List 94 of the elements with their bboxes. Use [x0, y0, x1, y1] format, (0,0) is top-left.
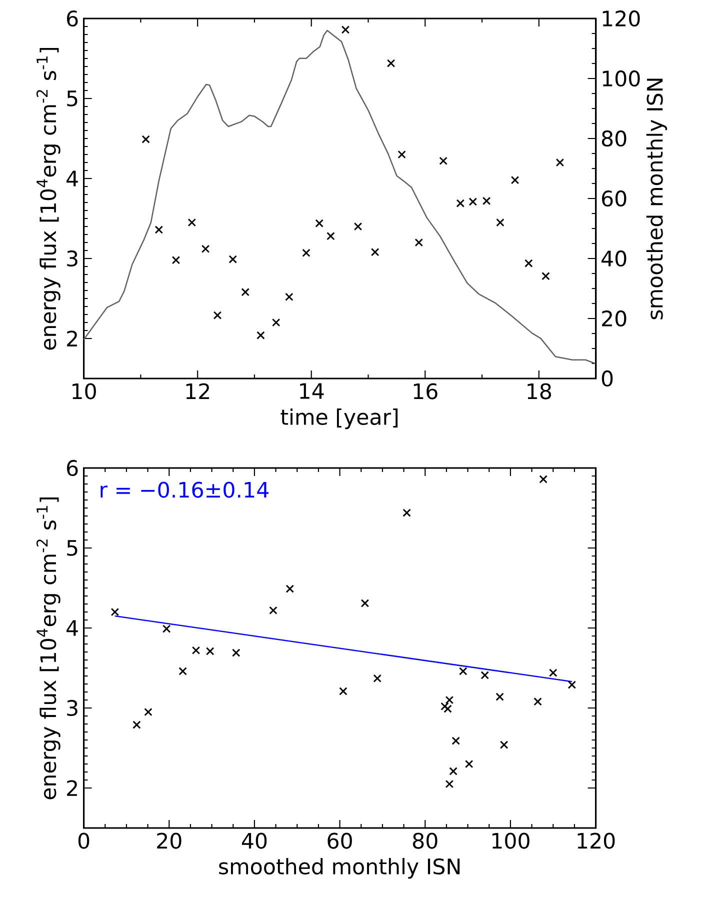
- point: [354, 222, 362, 231]
- point: [510, 176, 520, 184]
- point: [172, 256, 180, 264]
- point: [549, 668, 558, 677]
- y-tick-label: 4: [66, 170, 78, 186]
- point: [326, 232, 335, 240]
- x-axis-title: smoothed monthly ISN: [219, 858, 460, 879]
- point: [110, 608, 120, 616]
- point: [556, 158, 564, 167]
- point: [500, 740, 508, 749]
- point: [213, 311, 222, 320]
- point: [452, 736, 460, 745]
- y2-tick-label: 100: [602, 70, 640, 87]
- y-tick-label: 6: [67, 460, 78, 476]
- y2-tick-label: 60: [602, 190, 626, 207]
- point: [449, 767, 458, 776]
- y2-tick-label: 0: [602, 370, 613, 387]
- point: [444, 704, 452, 713]
- x-tick-label: 12: [186, 383, 210, 400]
- point: [445, 780, 454, 788]
- y-axis-title: energy flux [10$^{4}$erg cm$^{-2}$ s$^{-1}$]: [36, 48, 60, 350]
- x-tick-label: 100: [492, 832, 530, 849]
- point: [440, 702, 449, 711]
- x-tick-label: 0: [78, 832, 90, 849]
- x-tick-label: 14: [300, 383, 324, 399]
- point: [496, 692, 504, 701]
- point: [568, 680, 576, 689]
- y-tick-label: 3: [67, 700, 78, 716]
- x-tick-label: 60: [328, 832, 352, 849]
- point: [341, 26, 350, 34]
- point: [144, 708, 152, 716]
- point: [162, 624, 171, 633]
- point: [480, 671, 489, 680]
- x-tick-label: 20: [157, 832, 182, 849]
- point: [386, 59, 396, 68]
- point: [482, 196, 491, 206]
- point: [285, 292, 294, 302]
- point: [241, 288, 250, 296]
- annotation: r = −0.16±0.14: [100, 482, 268, 498]
- point: [256, 331, 265, 340]
- point: [206, 647, 214, 656]
- point: [539, 475, 548, 484]
- point: [398, 150, 406, 159]
- point: [154, 226, 164, 234]
- x-axis-title: time [year]: [280, 408, 398, 430]
- point: [373, 674, 382, 683]
- y-tick-label: 2: [67, 780, 77, 796]
- y-tick-label: 2: [67, 330, 77, 346]
- y-tick-label: 5: [67, 90, 78, 106]
- point: [178, 667, 187, 676]
- point: [464, 760, 474, 768]
- y-tick-label: 6: [67, 10, 78, 27]
- y-axis-title: energy flux [10$^{4}$erg cm$^{-2}$ s$^{-1}$]: [36, 497, 60, 800]
- y2-tick-label: 80: [602, 130, 626, 147]
- point: [524, 259, 533, 268]
- x-tick-label: 120: [578, 832, 615, 849]
- y-tick-label: 5: [67, 540, 78, 556]
- point: [445, 696, 454, 704]
- y2-tick-label: 20: [602, 310, 626, 327]
- y-tick-label: 3: [67, 250, 78, 267]
- point: [302, 248, 310, 258]
- y2-axis-title: smoothed monthly ISN: [646, 78, 668, 320]
- point: [192, 646, 200, 655]
- point: [132, 720, 141, 729]
- point: [142, 135, 150, 144]
- point: [534, 697, 542, 706]
- point: [468, 198, 478, 206]
- point: [272, 318, 280, 327]
- y2-tick-label: 40: [602, 250, 626, 267]
- point: [201, 244, 210, 254]
- point: [402, 508, 411, 517]
- point: [456, 199, 465, 208]
- point: [232, 648, 240, 657]
- x-tick-label: 16: [414, 383, 438, 400]
- point: [286, 584, 294, 593]
- y-tick-label: 4: [66, 620, 78, 636]
- x-tick-label: 80: [413, 832, 438, 849]
- line-series: [83, 30, 596, 364]
- x-tick-label: 18: [528, 383, 552, 400]
- point: [269, 606, 278, 615]
- point: [360, 599, 370, 608]
- point: [439, 156, 448, 166]
- point: [370, 248, 380, 256]
- point: [542, 272, 550, 280]
- point: [339, 687, 348, 696]
- point: [228, 255, 237, 264]
- point: [414, 238, 424, 247]
- point: [496, 218, 504, 227]
- x-tick-label: 40: [242, 832, 267, 849]
- point: [188, 218, 196, 227]
- x-tick-label: 10: [72, 383, 96, 400]
- point: [315, 219, 324, 228]
- y2-tick-label: 120: [602, 10, 640, 27]
- point: [458, 667, 468, 676]
